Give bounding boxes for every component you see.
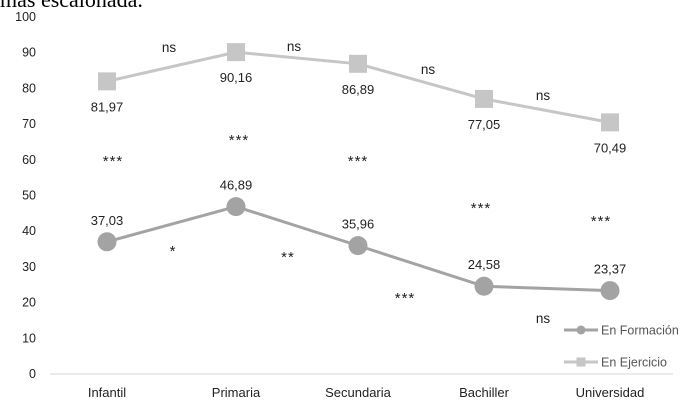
- y-tick-label: 0: [29, 367, 36, 381]
- y-tick-label: 70: [22, 117, 36, 131]
- data-point-en-ejercicio: [601, 113, 619, 132]
- annotation-between-series: ***: [229, 132, 250, 149]
- data-point-en-formacion: [600, 281, 620, 301]
- y-tick-label: 20: [22, 296, 36, 310]
- y-tick-label: 80: [22, 81, 36, 95]
- data-label-en-formacion: 35,96: [342, 217, 375, 232]
- annotation-between-series: ***: [348, 153, 369, 170]
- annotation-between-series: ***: [103, 153, 124, 170]
- data-point-en-ejercicio: [227, 43, 245, 62]
- annotation-formacion-segment: ***: [395, 290, 416, 307]
- annotation-ejercicio-segment: ns: [287, 39, 302, 54]
- x-tick-label: Universidad: [576, 385, 645, 400]
- data-label-en-ejercicio: 86,89: [342, 82, 375, 97]
- y-tick-label: 50: [22, 189, 36, 203]
- legend-marker-en-ejercicio: [576, 357, 586, 367]
- y-tick-label: 90: [22, 46, 36, 60]
- data-point-en-ejercicio: [349, 54, 367, 73]
- legend-label-en-formacion: En Formación: [601, 324, 679, 338]
- x-tick-label: Secundaria: [325, 385, 392, 400]
- x-tick-label: Infantil: [88, 385, 126, 400]
- data-point-en-formacion: [474, 276, 494, 296]
- annotation-between-series: ***: [471, 200, 492, 217]
- data-label-en-ejercicio: 90,16: [220, 70, 253, 85]
- data-label-en-ejercicio: 70,49: [594, 140, 627, 155]
- annotation-between-series: ***: [591, 213, 612, 230]
- data-point-en-formacion: [97, 232, 117, 252]
- data-label-en-formacion: 46,89: [220, 178, 253, 193]
- annotation-formacion-segment: **: [281, 249, 295, 266]
- y-tick-label: 40: [22, 224, 36, 238]
- header-text: mas escalonada.: [0, 0, 680, 17]
- annotation-ejercicio-segment: ns: [162, 40, 177, 55]
- annotation-ejercicio-segment: ns: [421, 62, 436, 77]
- y-tick-label: 100: [15, 10, 36, 24]
- data-point-en-formacion: [348, 236, 368, 256]
- data-label-en-formacion: 37,03: [91, 213, 124, 228]
- data-point-en-ejercicio: [475, 89, 493, 108]
- data-label-en-formacion: 24,58: [468, 257, 501, 272]
- legend-label-en-ejercicio: En Ejercicio: [601, 356, 667, 370]
- annotation-ejercicio-segment: ns: [536, 88, 551, 103]
- y-tick-label: 30: [22, 260, 36, 274]
- data-label-en-formacion: 23,37: [594, 262, 627, 277]
- x-tick-label: Bachiller: [459, 385, 510, 400]
- legend-marker-en-formacion: [576, 325, 586, 335]
- data-point-en-ejercicio: [98, 72, 116, 91]
- annotation-formacion-segment: *: [170, 243, 177, 260]
- annotation-formacion-segment: ns: [536, 311, 551, 326]
- data-label-en-ejercicio: 81,97: [91, 99, 124, 114]
- data-point-en-formacion: [226, 197, 246, 217]
- data-label-en-ejercicio: 77,05: [468, 117, 501, 132]
- y-tick-label: 60: [22, 153, 36, 167]
- y-tick-label: 10: [22, 331, 36, 345]
- x-tick-label: Primaria: [212, 385, 261, 400]
